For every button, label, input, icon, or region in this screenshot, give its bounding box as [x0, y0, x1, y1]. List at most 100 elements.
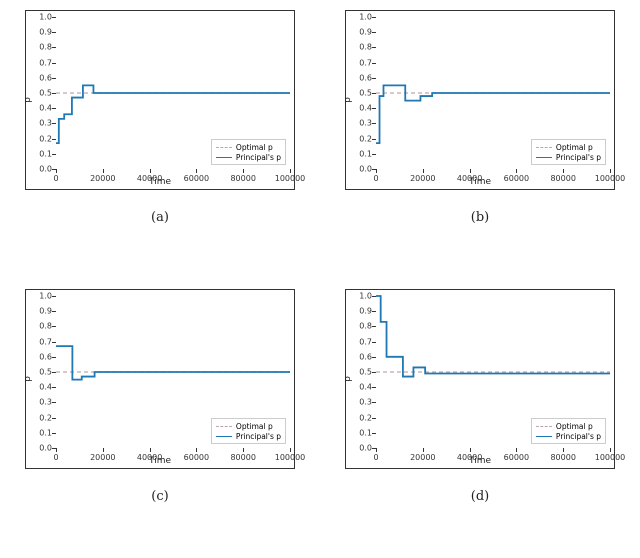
- panel-d: p Time 0.00.10.20.30.40.50.60.70.80.91.0…: [320, 279, 640, 558]
- ylabel-d: p: [343, 376, 353, 382]
- sublabel-b: (b): [471, 210, 489, 225]
- ylabel-c: p: [23, 376, 33, 382]
- ytick-label: 0.4: [28, 383, 52, 392]
- ytick-label: 0.8: [28, 322, 52, 331]
- legend-label-principal: Principal's p: [236, 153, 281, 162]
- sublabel-d: (d): [471, 489, 489, 504]
- xtick-label: 80000: [230, 174, 255, 183]
- legend-label-principal: Principal's p: [556, 153, 601, 162]
- xtick-label: 40000: [457, 453, 482, 462]
- panel-b: p Time 0.00.10.20.30.40.50.60.70.80.91.0…: [320, 0, 640, 279]
- ytick-label: 0.1: [348, 428, 372, 437]
- ytick-label: 0.9: [28, 307, 52, 316]
- ytick-label: 0.0: [348, 165, 372, 174]
- ytick-label: 0.2: [348, 134, 372, 143]
- ytick-label: 0.4: [348, 104, 372, 113]
- xtick-label: 20000: [410, 453, 435, 462]
- ytick-label: 1.0: [28, 292, 52, 301]
- ytick-label: 0.7: [348, 337, 372, 346]
- legend-label-principal: Principal's p: [236, 432, 281, 441]
- ytick-label: 0.5: [28, 368, 52, 377]
- legend-label-optimal: Optimal p: [236, 422, 273, 431]
- xtick-label: 20000: [410, 174, 435, 183]
- plotarea-a: 0.00.10.20.30.40.50.60.70.80.91.00200004…: [56, 17, 290, 169]
- principal-line: [56, 346, 290, 379]
- plot-c: p Time 0.00.10.20.30.40.50.60.70.80.91.0…: [25, 289, 295, 469]
- panel-a: p Time 0.00.10.20.30.40.50.60.70.80.91.0…: [0, 0, 320, 279]
- ytick-label: 0.4: [28, 104, 52, 113]
- legend: Optimal pPrincipal's p: [211, 139, 286, 165]
- xtick-label: 80000: [550, 174, 575, 183]
- ytick-label: 0.0: [28, 444, 52, 453]
- xtick-label: 80000: [550, 453, 575, 462]
- xtick-label: 40000: [137, 174, 162, 183]
- xtick-label: 0: [53, 453, 58, 462]
- plotarea-c: 0.00.10.20.30.40.50.60.70.80.91.00200004…: [56, 296, 290, 448]
- ytick-label: 0.9: [348, 307, 372, 316]
- xtick-label: 20000: [90, 453, 115, 462]
- xtick-label: 0: [373, 453, 378, 462]
- principal-line: [376, 296, 610, 377]
- plot-d: p Time 0.00.10.20.30.40.50.60.70.80.91.0…: [345, 289, 615, 469]
- ytick-label: 1.0: [348, 292, 372, 301]
- ytick-label: 1.0: [28, 13, 52, 22]
- xtick-label: 100000: [275, 174, 306, 183]
- ytick-label: 0.5: [348, 89, 372, 98]
- xtick-label: 60000: [184, 453, 209, 462]
- ytick-label: 0.3: [28, 398, 52, 407]
- panel-c: p Time 0.00.10.20.30.40.50.60.70.80.91.0…: [0, 279, 320, 558]
- legend-label-principal: Principal's p: [556, 432, 601, 441]
- legend: Optimal pPrincipal's p: [531, 139, 606, 165]
- ytick-label: 0.6: [348, 73, 372, 82]
- plotarea-d: 0.00.10.20.30.40.50.60.70.80.91.00200004…: [376, 296, 610, 448]
- xtick-label: 0: [53, 174, 58, 183]
- ytick-label: 0.8: [348, 43, 372, 52]
- xtick-label: 40000: [137, 453, 162, 462]
- ytick-label: 0.4: [348, 383, 372, 392]
- ytick-label: 0.1: [28, 149, 52, 158]
- ytick-label: 0.6: [28, 73, 52, 82]
- ytick-label: 0.3: [348, 398, 372, 407]
- ytick-label: 0.9: [348, 28, 372, 37]
- plot-a: p Time 0.00.10.20.30.40.50.60.70.80.91.0…: [25, 10, 295, 190]
- xtick-label: 40000: [457, 174, 482, 183]
- ytick-label: 0.5: [28, 89, 52, 98]
- ytick-label: 0.2: [348, 413, 372, 422]
- ytick-label: 0.7: [28, 337, 52, 346]
- ytick-label: 0.3: [348, 119, 372, 128]
- legend: Optimal pPrincipal's p: [211, 418, 286, 444]
- ytick-label: 1.0: [348, 13, 372, 22]
- xtick-label: 0: [373, 174, 378, 183]
- xtick-label: 60000: [184, 174, 209, 183]
- principal-line: [376, 85, 610, 143]
- ytick-label: 0.9: [28, 28, 52, 37]
- xtick-label: 20000: [90, 174, 115, 183]
- ytick-label: 0.3: [28, 119, 52, 128]
- figure-grid: p Time 0.00.10.20.30.40.50.60.70.80.91.0…: [0, 0, 640, 558]
- ytick-label: 0.0: [28, 165, 52, 174]
- ytick-label: 0.7: [348, 58, 372, 67]
- ytick-label: 0.8: [28, 43, 52, 52]
- sublabel-a: (a): [151, 210, 169, 225]
- ytick-label: 0.7: [28, 58, 52, 67]
- principal-line: [56, 85, 290, 143]
- ytick-label: 0.1: [28, 428, 52, 437]
- legend-label-optimal: Optimal p: [236, 143, 273, 152]
- legend: Optimal pPrincipal's p: [531, 418, 606, 444]
- ytick-label: 0.0: [348, 444, 372, 453]
- ytick-label: 0.6: [28, 352, 52, 361]
- ytick-label: 0.5: [348, 368, 372, 377]
- sublabel-c: (c): [151, 489, 168, 504]
- xtick-label: 100000: [595, 453, 626, 462]
- xtick-label: 100000: [595, 174, 626, 183]
- legend-label-optimal: Optimal p: [556, 143, 593, 152]
- ylabel-b: p: [343, 97, 353, 103]
- ytick-label: 0.6: [348, 352, 372, 361]
- ytick-label: 0.2: [28, 413, 52, 422]
- xtick-label: 60000: [504, 453, 529, 462]
- xtick-label: 80000: [230, 453, 255, 462]
- legend-label-optimal: Optimal p: [556, 422, 593, 431]
- ylabel-a: p: [23, 97, 33, 103]
- ytick-label: 0.1: [348, 149, 372, 158]
- plot-b: p Time 0.00.10.20.30.40.50.60.70.80.91.0…: [345, 10, 615, 190]
